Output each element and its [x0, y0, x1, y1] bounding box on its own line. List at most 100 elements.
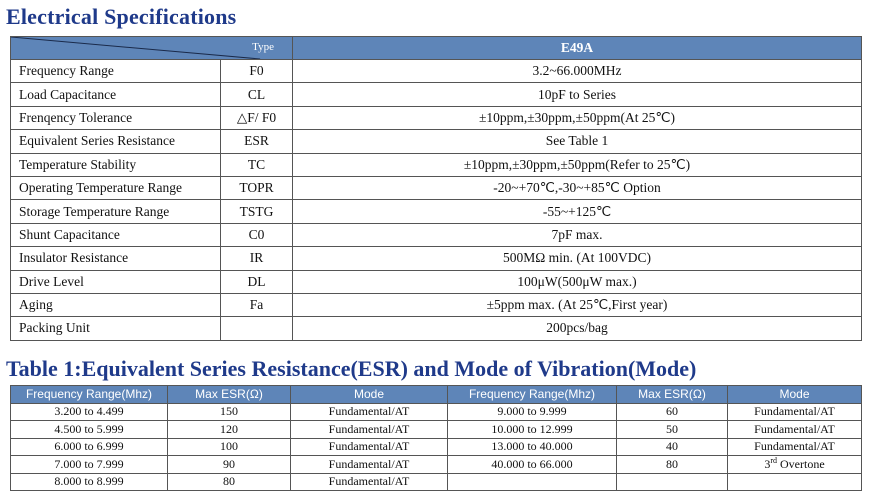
spec-row: Shunt Capacitance C0 7pF max. [10, 222, 862, 248]
param-cell: Operating Temperature Range [10, 175, 221, 201]
symbol-cell: IR [220, 246, 293, 271]
param-cell: Storage Temperature Range [10, 199, 221, 224]
esr-header-cell: Max ESR(Ω) [616, 385, 728, 404]
value-cell: -20~+70℃,-30~+85℃ Option [292, 175, 862, 201]
esr-cell: 4.500 to 5.999 [10, 420, 168, 439]
esr-cell: Fundamental/AT [290, 472, 448, 491]
esr-cell: 6.000 to 6.999 [10, 437, 168, 456]
value-cell: ±10ppm,±30ppm,±50ppm(Refer to 25℃) [292, 152, 862, 177]
esr-cell: 7.000 to 7.999 [10, 455, 168, 474]
param-cell: Aging [10, 292, 221, 318]
esr-row: 6.000 to 6.999 100 Fundamental/AT 13.000 to… [10, 437, 862, 456]
spec-row: Packing Unit 200pcs/bag [10, 316, 862, 341]
esr-cell: 40.000 to 66.000 [447, 455, 617, 474]
spec-row: Load Capacitance CL 10pF to Series [10, 82, 862, 107]
esr-header-cell: Mode [290, 385, 448, 404]
esr-cell: 3rd Overtone [727, 455, 862, 474]
value-cell: 7pF max. [292, 222, 862, 248]
esr-cell [616, 472, 728, 491]
symbol-cell: CL [220, 82, 293, 107]
esr-cell: Fundamental/AT [290, 402, 448, 421]
value-cell: -55~+125℃ [292, 199, 862, 224]
value-cell: 10pF to Series [292, 82, 862, 107]
value-cell: 200pcs/bag [292, 316, 862, 341]
value-cell: 100μW(500μW max.) [292, 269, 862, 294]
esr-cell: 13.000 to 40.000 [447, 437, 617, 456]
esr-header-cell: Max ESR(Ω) [167, 385, 291, 404]
esr-header-cell: Frequency Range(Mhz) [10, 385, 168, 404]
value-cell: See Table 1 [292, 129, 862, 154]
symbol-cell: DL [220, 269, 293, 294]
spec-row: Temperature Stability TC ±10ppm,±30ppm,±50… [10, 152, 862, 177]
overtone-superscript: rd [770, 455, 777, 465]
param-cell: Frenqency Tolerance [10, 105, 221, 131]
spec-row: Frenqency Tolerance △F/ F0 ±10ppm,±30ppm,±… [10, 105, 862, 131]
esr-row: 8.000 to 8.999 80 Fundamental/AT [10, 472, 862, 491]
esr-cell [727, 472, 862, 491]
esr-cell: 80 [616, 455, 728, 474]
value-cell: 500MΩ min. (At 100VDC) [292, 246, 862, 271]
esr-header-cell: Frequency Range(Mhz) [447, 385, 617, 404]
esr-header-cell: Mode [727, 385, 862, 404]
param-cell: Packing Unit [10, 316, 221, 341]
param-cell: Equivalent Series Resistance [10, 129, 221, 154]
esr-cell: 8.000 to 8.999 [10, 472, 168, 491]
value-cell: 3.2~66.000MHz [292, 58, 862, 84]
symbol-cell: △F/ F0 [220, 105, 293, 131]
spec-header-row: Type E49A [10, 36, 862, 60]
esr-cell [447, 472, 617, 491]
esr-cell: 50 [616, 420, 728, 439]
esr-cell: 80 [167, 472, 291, 491]
spec-row: Equivalent Series Resistance ESR See Table… [10, 129, 862, 154]
spec-row: Drive Level DL 100μW(500μW max.) [10, 269, 862, 294]
symbol-cell [220, 316, 293, 341]
esr-cell: Fundamental/AT [290, 437, 448, 456]
esr-cell: 100 [167, 437, 291, 456]
esr-row: 3.200 to 4.499 150 Fundamental/AT 9.000 to … [10, 402, 862, 421]
symbol-cell: Fa [220, 292, 293, 318]
esr-cell: 9.000 to 9.999 [447, 402, 617, 421]
param-cell: Drive Level [10, 269, 221, 294]
page-title: Electrical Specifications [6, 4, 237, 29]
symbol-cell: C0 [220, 222, 293, 248]
symbol-cell: TSTG [220, 199, 293, 224]
value-cell: ±5ppm max. (At 25℃,First year) [292, 292, 862, 318]
esr-cell: Fundamental/AT [290, 420, 448, 439]
esr-cell: 3.200 to 4.499 [10, 402, 168, 421]
esr-cell: 90 [167, 455, 291, 474]
param-cell: Load Capacitance [10, 82, 221, 107]
param-cell: Shunt Capacitance [10, 222, 221, 248]
esr-mode-table: Frequency Range(Mhz) Max ESR(Ω) Mode Freque… [10, 385, 862, 491]
esr-cell: 150 [167, 402, 291, 421]
esr-cell: Fundamental/AT [727, 420, 862, 439]
overtone-number: 3 [764, 456, 771, 471]
overtone-suffix: Overtone [777, 456, 825, 471]
electrical-specifications-table: Type E49A Frequency Range F0 3.2~66.000MHz… [10, 36, 862, 341]
param-cell: Temperature Stability [10, 152, 221, 177]
model-header: E49A [292, 36, 862, 60]
table1-title: Table 1:Equivalent Series Resistance(ESR… [6, 356, 697, 381]
spec-row: Frequency Range F0 3.2~66.000MHz [10, 58, 862, 84]
esr-cell: 60 [616, 402, 728, 421]
symbol-cell: TC [220, 152, 293, 177]
esr-cell: 120 [167, 420, 291, 439]
symbol-cell: TOPR [220, 175, 293, 201]
esr-row: 7.000 to 7.999 90 Fundamental/AT 40.000 to … [10, 455, 862, 474]
spec-row: Insulator Resistance IR 500MΩ min. (At 100… [10, 246, 862, 271]
esr-cell: Fundamental/AT [290, 455, 448, 474]
esr-row: 4.500 to 5.999 120 Fundamental/AT 10.000 to… [10, 420, 862, 439]
param-cell: Frequency Range [10, 58, 221, 84]
esr-cell: Fundamental/AT [727, 402, 862, 421]
esr-header-row: Frequency Range(Mhz) Max ESR(Ω) Mode Freque… [10, 385, 862, 404]
spec-row: Storage Temperature Range TSTG -55~+125℃ [10, 199, 862, 224]
esr-cell: 10.000 to 12.999 [447, 420, 617, 439]
symbol-cell: ESR [220, 129, 293, 154]
value-cell: ±10ppm,±30ppm,±50ppm(At 25℃) [292, 105, 862, 131]
symbol-cell: F0 [220, 58, 293, 84]
spec-row: Operating Temperature Range TOPR -20~+70℃,… [10, 175, 862, 201]
type-header-cell: Type [10, 36, 293, 60]
param-cell: Insulator Resistance [10, 246, 221, 271]
esr-cell: 40 [616, 437, 728, 456]
esr-cell: Fundamental/AT [727, 437, 862, 456]
type-label: Type [252, 41, 274, 53]
